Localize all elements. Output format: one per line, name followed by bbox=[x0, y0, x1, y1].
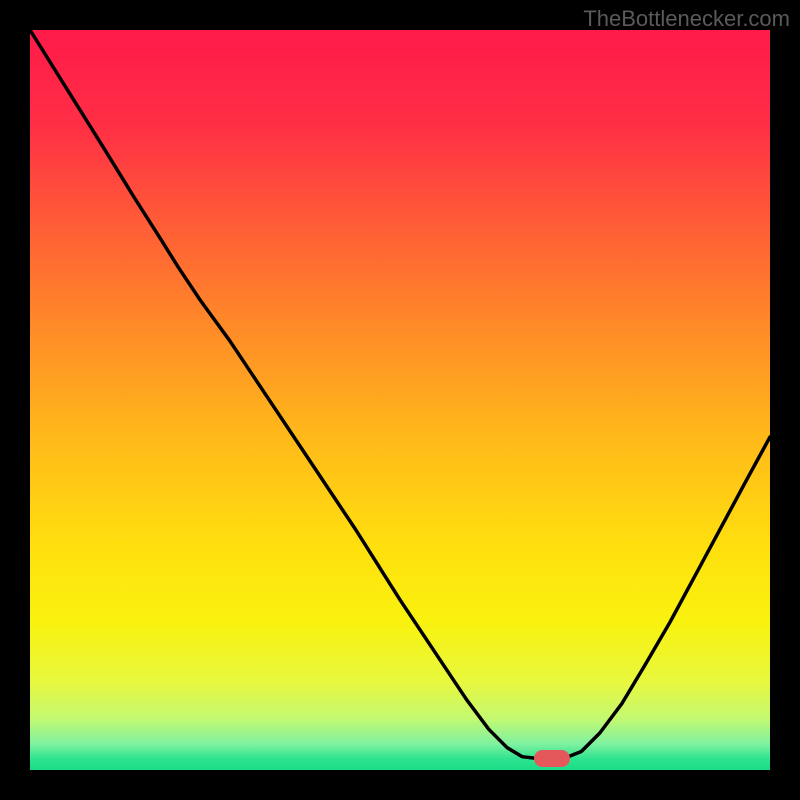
minimum-marker bbox=[534, 750, 570, 767]
curve-line bbox=[30, 30, 770, 770]
watermark-text: TheBottlenecker.com bbox=[583, 6, 790, 32]
plot-area bbox=[30, 30, 770, 770]
